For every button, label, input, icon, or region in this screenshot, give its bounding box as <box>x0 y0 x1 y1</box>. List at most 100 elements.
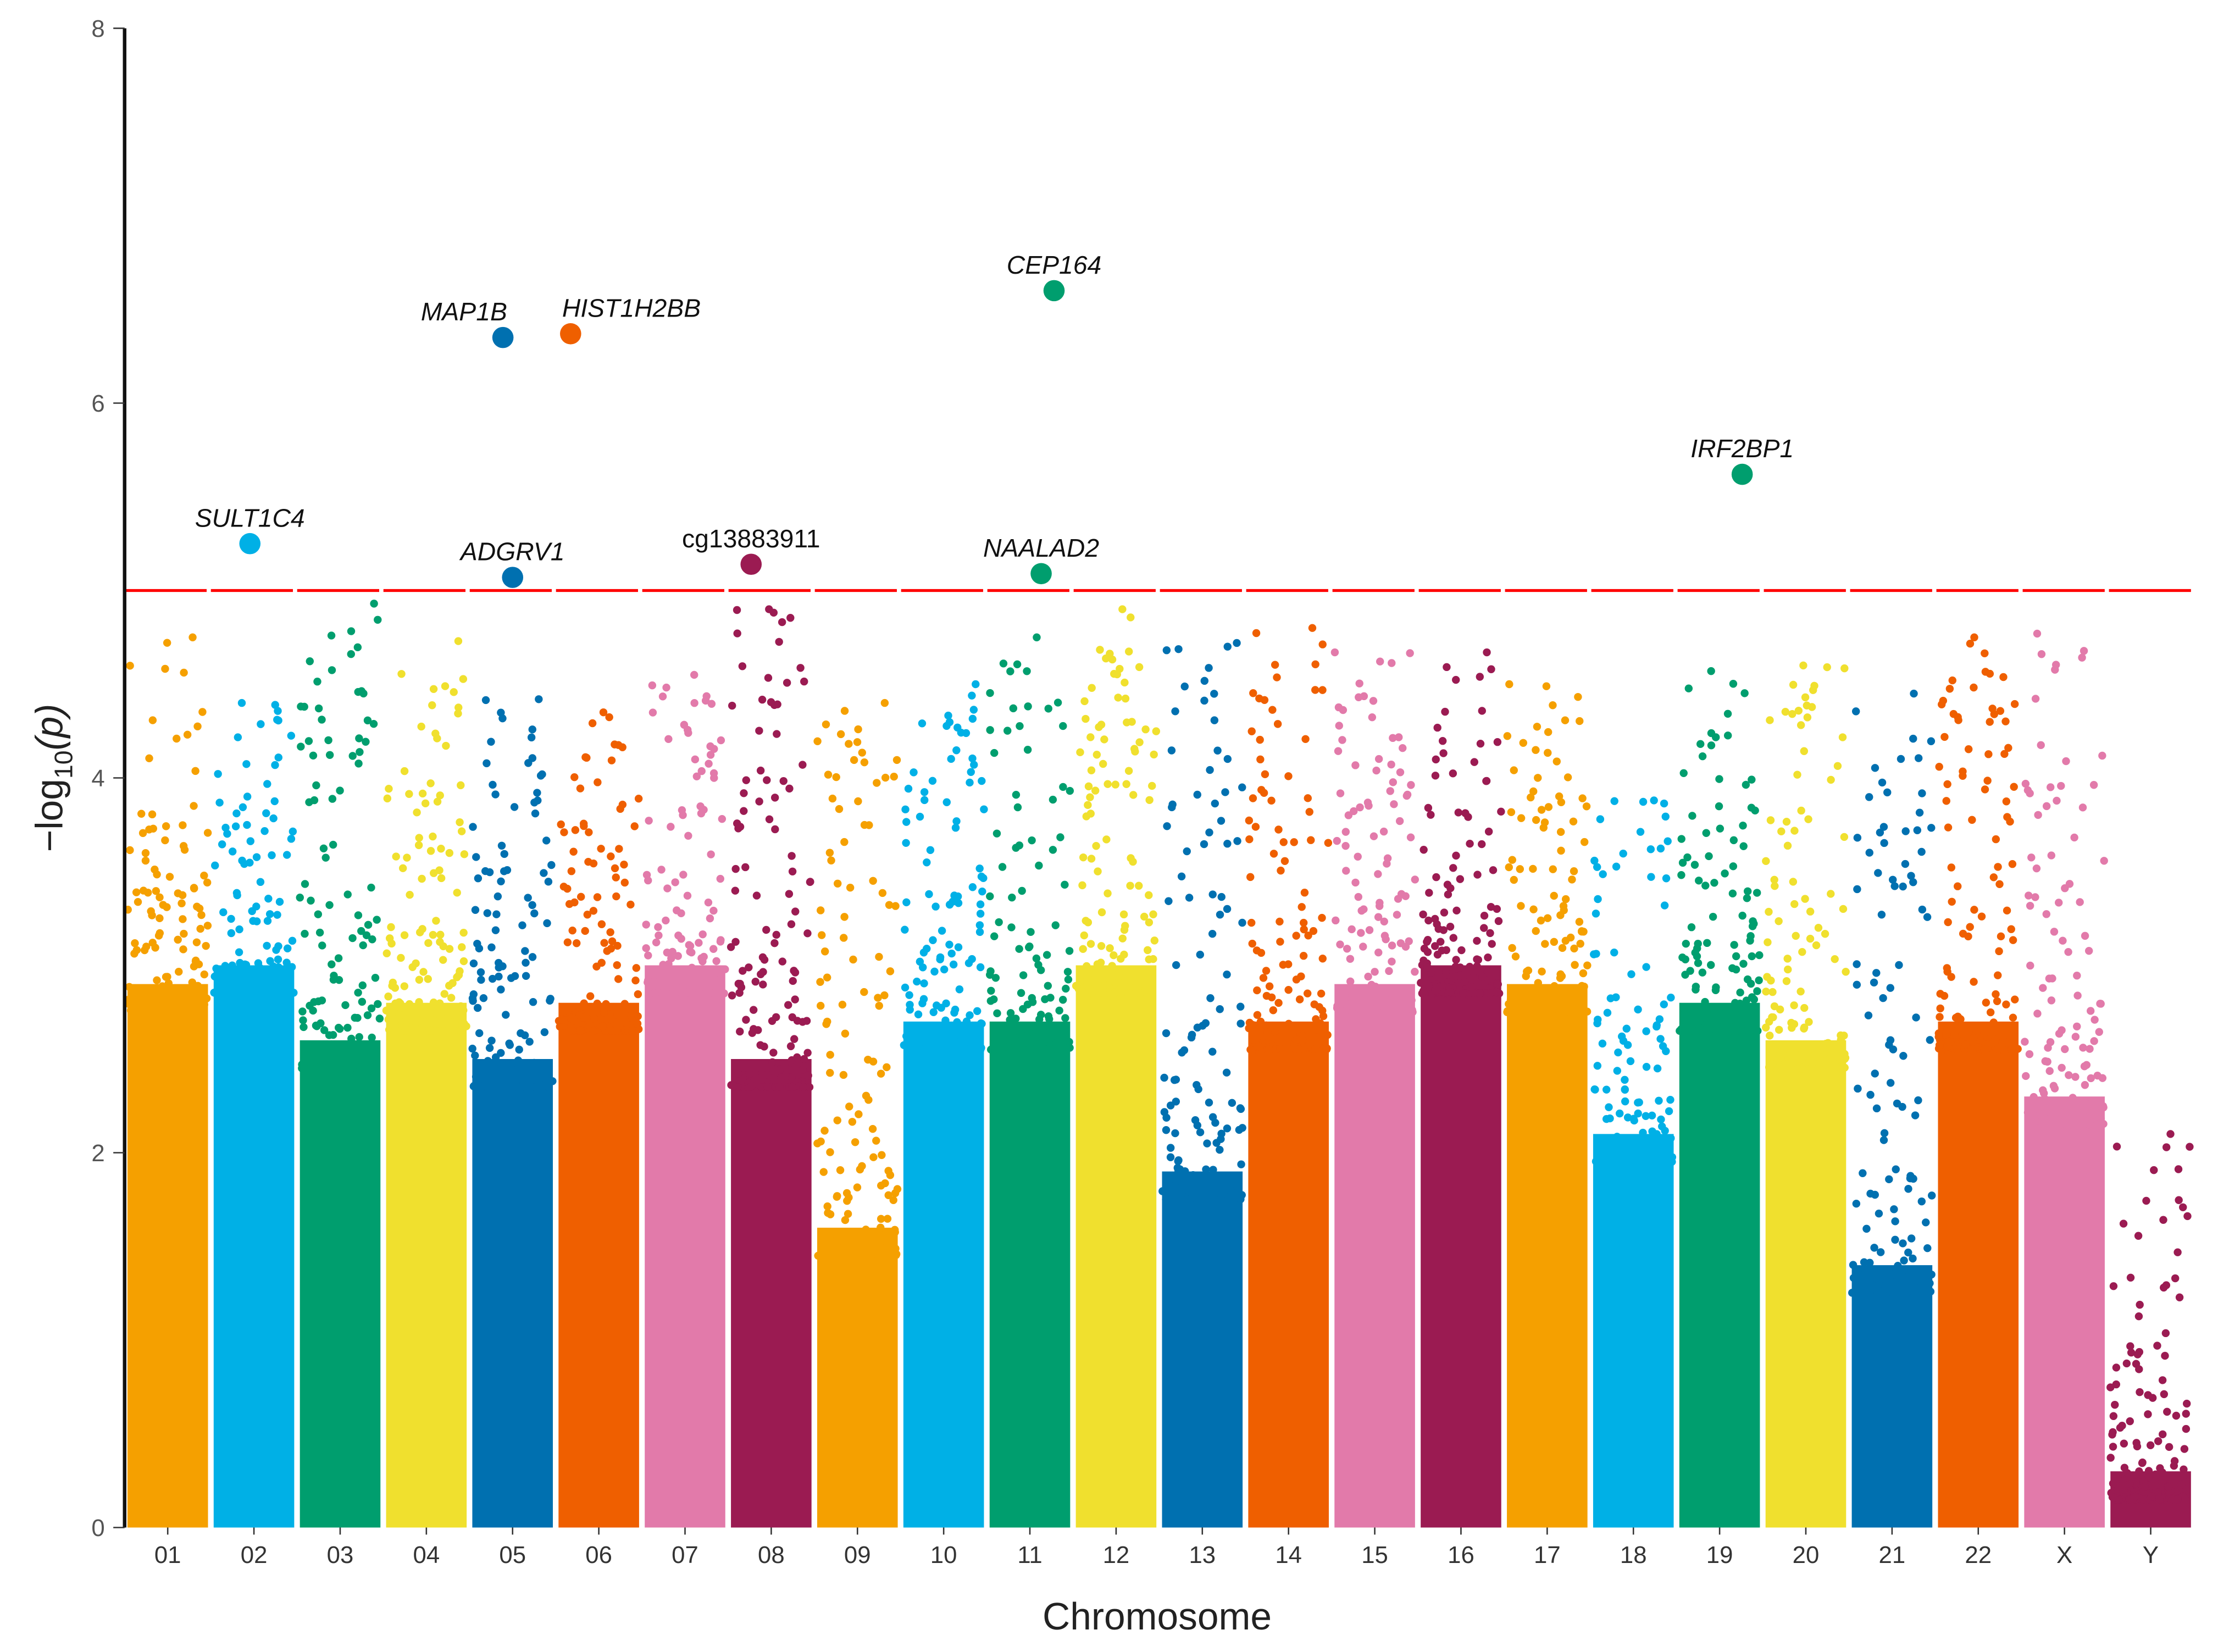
data-point <box>1801 693 1810 702</box>
data-point <box>1249 689 1257 697</box>
data-point <box>1688 1022 1696 1031</box>
data-point <box>309 1041 317 1050</box>
data-point <box>1289 1029 1297 1038</box>
data-point <box>1193 1080 1201 1089</box>
data-point <box>1583 961 1592 969</box>
data-point <box>717 936 725 944</box>
data-point <box>1539 1008 1548 1016</box>
data-point <box>1622 1024 1631 1033</box>
data-point <box>1252 946 1261 955</box>
data-point <box>1599 1151 1607 1160</box>
data-point <box>1679 1004 1688 1013</box>
data-point <box>1318 686 1327 694</box>
data-point <box>1449 934 1457 942</box>
data-point <box>662 988 670 996</box>
data-point <box>611 864 619 873</box>
data-point <box>589 907 598 915</box>
data-point <box>1658 1122 1666 1130</box>
data-point <box>1914 1096 1922 1105</box>
data-point <box>1694 940 1702 948</box>
data-point <box>928 777 937 785</box>
data-point <box>1438 737 1447 745</box>
data-point <box>1631 1152 1639 1160</box>
data-point <box>836 1166 845 1174</box>
data-point <box>359 689 368 698</box>
data-point <box>1340 994 1349 1003</box>
data-point <box>412 959 420 968</box>
data-point <box>1279 838 1288 846</box>
data-point <box>163 1007 171 1016</box>
data-point <box>1612 862 1621 871</box>
data-point <box>458 943 466 951</box>
data-point <box>1679 769 1688 778</box>
data-point <box>763 1071 772 1079</box>
data-point <box>246 837 254 845</box>
data-point <box>1791 1050 1799 1058</box>
data-point <box>1666 1095 1674 1104</box>
data-point <box>1755 976 1763 985</box>
data-point <box>227 914 235 923</box>
data-point <box>269 814 278 823</box>
data-point <box>1251 823 1260 831</box>
data-point <box>2033 629 2042 638</box>
data-point <box>348 1043 357 1052</box>
chromosome-21-points <box>1848 689 1936 1528</box>
data-point <box>1950 1030 1959 1039</box>
data-point <box>327 631 336 640</box>
data-point <box>597 958 606 967</box>
data-point <box>1523 1005 1532 1013</box>
data-point <box>473 1004 482 1012</box>
data-point <box>1428 974 1437 983</box>
data-point <box>289 827 297 836</box>
data-point <box>1401 943 1410 951</box>
data-point <box>775 637 783 646</box>
data-point <box>1369 697 1378 705</box>
data-point <box>1836 1049 1845 1057</box>
data-point <box>1276 917 1284 926</box>
data-point <box>1981 649 1989 657</box>
data-point <box>1904 1185 1912 1193</box>
data-point <box>605 713 613 722</box>
data-point <box>1783 955 1792 963</box>
data-point <box>788 867 797 875</box>
data-point <box>1238 783 1246 791</box>
data-point <box>470 1082 479 1091</box>
data-point <box>348 934 357 943</box>
data-point <box>1365 926 1374 934</box>
data-point <box>2109 1282 2118 1290</box>
chromosome-05-points <box>468 695 557 1528</box>
data-point <box>544 878 553 886</box>
data-point <box>1653 1021 1661 1029</box>
data-point <box>1145 955 1153 963</box>
data-point <box>2106 1454 2115 1462</box>
data-point <box>2064 947 2072 956</box>
data-point <box>1256 755 1265 764</box>
data-point <box>325 1031 334 1039</box>
data-point <box>962 1017 971 1025</box>
data-point <box>712 957 720 965</box>
data-point <box>518 1083 526 1091</box>
data-point <box>426 779 435 788</box>
highlighted-point <box>560 323 581 345</box>
data-point <box>444 1026 453 1034</box>
data-point <box>1871 1069 1879 1078</box>
data-point <box>1407 996 1416 1005</box>
data-point <box>1459 989 1467 997</box>
highlighted-point <box>740 553 762 575</box>
data-point <box>1219 1172 1227 1180</box>
data-point <box>848 1118 857 1126</box>
data-point <box>1124 647 1133 656</box>
data-point <box>2171 1274 2180 1283</box>
data-point <box>2031 893 2039 901</box>
data-point <box>1273 1034 1281 1043</box>
data-point <box>310 796 319 805</box>
data-point <box>1223 755 1232 763</box>
data-point <box>253 917 261 925</box>
data-point <box>2097 1114 2105 1123</box>
data-point <box>1936 1004 1944 1013</box>
data-point <box>1994 863 2002 871</box>
data-point <box>1094 867 1102 875</box>
data-point <box>1371 968 1379 976</box>
data-point <box>734 1069 742 1078</box>
data-point <box>1621 1085 1629 1094</box>
